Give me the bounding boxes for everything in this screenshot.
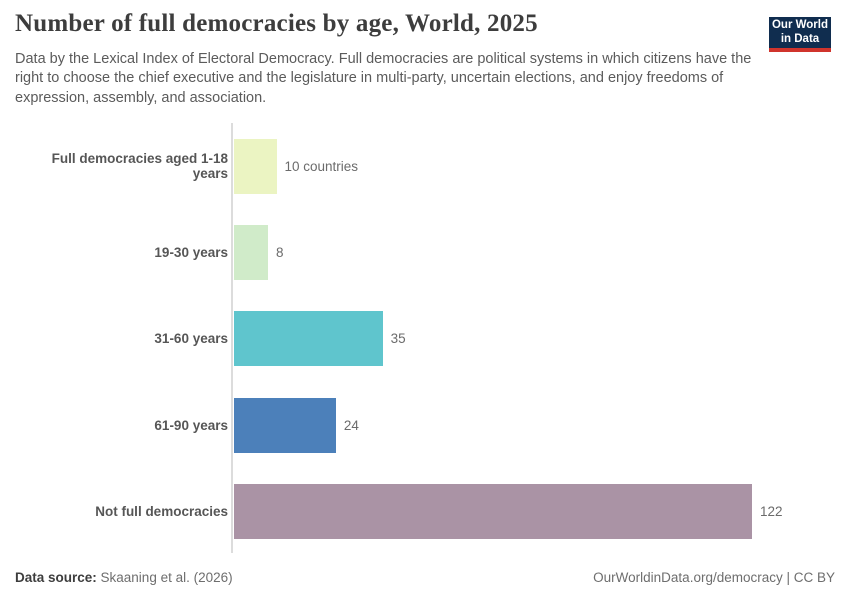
- data-source-label: Data source:: [15, 570, 97, 585]
- owid-logo-line1: Our World: [771, 19, 828, 31]
- bar-value-label: 122: [760, 504, 783, 520]
- attribution-link[interactable]: OurWorldinData.org/democracy | CC BY: [593, 570, 835, 585]
- bar-area: 35: [231, 311, 835, 367]
- bar-value-label: 24: [343, 417, 359, 433]
- category-label: Full democracies aged 1-18 years: [51, 151, 228, 182]
- category-label: Not full democracies: [95, 504, 228, 520]
- y-axis-line: [231, 123, 233, 553]
- bar[interactable]: [234, 397, 336, 453]
- page-title: Number of full democracies by age, World…: [15, 10, 538, 37]
- owid-logo[interactable]: Our World in Data: [769, 17, 831, 52]
- bar-row-61-90: 61-90 years 24: [15, 382, 835, 468]
- owid-logo-box: Our World in Data: [769, 17, 831, 48]
- data-source: Data source: Skaaning et al. (2026): [15, 570, 233, 585]
- chart-footer: Data source: Skaaning et al. (2026) OurW…: [15, 570, 835, 585]
- data-source-value: Skaaning et al. (2026): [96, 570, 233, 585]
- bar-area: 10 countries: [231, 138, 835, 194]
- category-label: 31-60 years: [154, 331, 228, 347]
- bar-value-label: 8: [276, 245, 284, 261]
- bar-row-aged-1-18: Full democracies aged 1-18 years 10 coun…: [15, 123, 835, 209]
- chart-subtitle: Data by the Lexical Index of Electoral D…: [15, 51, 752, 106]
- bar-rows: Full democracies aged 1-18 years 10 coun…: [15, 123, 835, 555]
- bar[interactable]: [234, 138, 277, 194]
- bar-area: 122: [231, 484, 835, 540]
- bar[interactable]: [234, 484, 752, 540]
- bar-value-label: 10 countries: [284, 158, 359, 174]
- bar[interactable]: [234, 311, 383, 367]
- bar-chart: Full democracies aged 1-18 years 10 coun…: [15, 123, 835, 555]
- bar-area: 8: [231, 225, 835, 281]
- bar-row-not-full: Not full democracies 122: [15, 469, 835, 555]
- owid-logo-line2: in Data: [780, 32, 820, 45]
- category-label: 19-30 years: [154, 245, 228, 261]
- bar[interactable]: [234, 225, 268, 281]
- bar-value-label: 35: [390, 331, 406, 347]
- category-label: 61-90 years: [154, 417, 228, 433]
- bar-row-19-30: 19-30 years 8: [15, 209, 835, 295]
- owid-logo-underline: [769, 48, 831, 52]
- bar-area: 24: [231, 397, 835, 453]
- bar-row-31-60: 31-60 years 35: [15, 296, 835, 382]
